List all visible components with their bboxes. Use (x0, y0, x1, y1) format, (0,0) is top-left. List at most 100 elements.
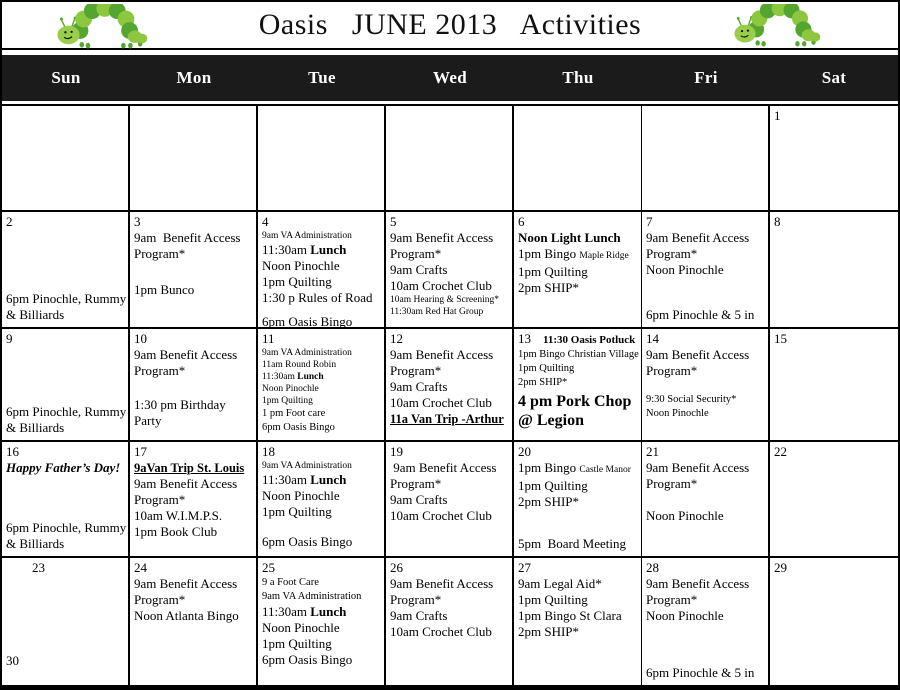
date-number: 8 (774, 214, 781, 229)
event-line: 1pm Quilting (262, 504, 383, 520)
event-text: 9am Crafts (390, 262, 448, 277)
event-line: 9am Benefit Access Program* (646, 460, 767, 492)
event-text: Noon Pinochle (262, 620, 340, 635)
date-line: 18 (258, 442, 384, 459)
event-text: 9am Crafts (390, 379, 448, 394)
event-line: 9am VA Administration (262, 230, 383, 242)
day-cell-empty (258, 106, 386, 210)
date-line: 2 (2, 212, 128, 229)
date-line: 19 (386, 442, 512, 459)
bottom-events: 6pm Pinochle & 5 in (642, 665, 768, 685)
event-line: 9 a Foot Care (262, 576, 383, 590)
day-cell-12: 12 9am Benefit Access Program* 9am Crafts 1… (386, 329, 514, 440)
event-line: 9am Benefit Access Program* (134, 230, 255, 262)
event-line: 6pm Oasis Bingo (262, 534, 383, 550)
event-text: 6pm Oasis Bingo (262, 652, 353, 667)
event-text: Noon Pinochle (262, 384, 319, 394)
event-line: 1pm Quilting (262, 274, 383, 290)
date-line: 26 (386, 558, 512, 575)
event-text: 9am Benefit Access Program* (646, 347, 753, 378)
day-cell-22: 22 (770, 442, 898, 556)
day-cell-24: 24 9am Benefit Access Program* Noon Atlant… (130, 558, 258, 685)
day-cell-19: 19 9am Benefit Access Program* 9am Crafts… (386, 442, 514, 556)
event-line: 11a Van Trip -Arthur (390, 411, 511, 427)
day-cell-20: 20 1pm Bingo Castle Manor 1pm Quilting 2pm … (514, 442, 642, 556)
event-text: 11:30am (262, 472, 311, 487)
event-line: 1pm Quilting (518, 478, 640, 494)
date-number: 24 (134, 560, 147, 575)
event-line: 1pm Bunco (134, 282, 255, 298)
date-number: 3 (134, 214, 141, 229)
date-number: 13 (518, 331, 531, 346)
date-number: 12 (390, 331, 403, 346)
event-text: 10am Hearing & Screening* (390, 295, 499, 305)
event-line: 2pm SHIP* (518, 494, 640, 510)
event-text: 1pm Bingo Christian Village (518, 349, 639, 360)
event-line: 6pm Oasis Bingo (262, 421, 383, 435)
event-line: 9am Benefit Access Program* (646, 576, 767, 608)
calendar-grid: 1 2 6pm Pinochle, Rummy & Billiards 3 9am Be… (2, 104, 898, 685)
event-line: 1pm Bingo Maple Ridge (518, 246, 640, 264)
date-line: 22 (770, 442, 898, 459)
event-list: 9am VA Administration 11:30am Lunch Noon P… (258, 459, 384, 550)
date-line: 12 (386, 329, 512, 346)
event-text: Noon Pinochle (646, 408, 709, 419)
day-cell-8: 8 (770, 212, 898, 327)
event-list: 9am Benefit Access Program* Noon Atlanta … (130, 575, 256, 624)
event-line: 1pm Bingo Castle Manor (518, 460, 640, 478)
date-number: 25 (262, 560, 275, 575)
event-line: 9am Benefit Access Program* (390, 347, 511, 379)
date-line: 10 (130, 329, 256, 346)
event-line: Noon Atlanta Bingo (134, 608, 255, 624)
day-cell-26: 26 9am Benefit Access Program* 9am Crafts 1… (386, 558, 514, 685)
event-line: Noon Pinochle (646, 608, 767, 624)
event-text: Noon Pinochle (646, 608, 724, 623)
event-text: Happy Father’s Day! (6, 460, 121, 475)
day-cell-6: 6 Noon Light Lunch 1pm Bingo Maple Ridge 1p… (514, 212, 642, 327)
day-cell-11: 11 9am VA Administration 11am Round Robin 1… (258, 329, 386, 440)
event-line: 9aVan Trip St. Louis (134, 460, 255, 476)
event-line: 9am Benefit Access Program* (390, 230, 511, 262)
weekday-thu: Thu (562, 68, 594, 87)
event-text: 9am VA Administration (262, 461, 352, 471)
date-note: 11:30 Oasis Potluck (543, 334, 636, 346)
event-text: Noon Pinochle (646, 508, 724, 523)
date-number: 15 (774, 331, 787, 346)
bottom-events: 5pm Board Meeting (514, 536, 641, 556)
event-line: 9am Benefit Access Program* (134, 476, 255, 508)
event-text: 9am Benefit Access Program* (390, 576, 497, 607)
day-cell-28: 28 9am Benefit Access Program* Noon Pinoch… (642, 558, 770, 685)
event-line: 1 pm Foot care (262, 407, 383, 421)
bottom-events: 6pm Pinochle, Rummy & Billiards (2, 404, 128, 440)
event-line: Noon Pinochle (646, 508, 767, 524)
bottom-events: 6pm Pinochle, Rummy & Billiards (2, 291, 128, 327)
event-text: 1pm Quilting (518, 264, 588, 279)
bottom-events: 6pm Pinochle, Rummy & Billiards (2, 520, 128, 556)
event-line: 6pm Pinochle, Rummy & Billiards (6, 404, 127, 436)
event-text: 1pm Quilting (518, 478, 588, 493)
event-text: Lunch (310, 472, 347, 487)
day-cell-23: 23 30 (2, 558, 130, 685)
event-text: Lunch (310, 242, 347, 257)
date-line: 27 (514, 558, 641, 575)
event-text: 1pm Bingo St Clara (518, 608, 622, 623)
event-text: 9am Benefit Access Program* (134, 230, 244, 261)
event-text: 10am Crochet Club (390, 508, 492, 523)
date-number: 29 (774, 560, 787, 575)
date-line: 1 (770, 106, 898, 123)
event-line: 9am Legal Aid* (518, 576, 640, 592)
event-text: 9am Benefit Access Program* (134, 476, 241, 507)
event-text: Lunch (310, 604, 347, 619)
event-text: 1pm Quilting (518, 592, 588, 607)
event-line: 9am Crafts (390, 379, 511, 395)
event-line: 9am Crafts (390, 608, 511, 624)
event-text: Noon Pinochle (262, 258, 340, 273)
event-text: Noon Pinochle (646, 262, 724, 277)
date-number: 22 (774, 444, 787, 459)
date-line: 23 (2, 558, 128, 575)
date-line: 4 (258, 212, 384, 229)
event-text: 9am Benefit Access Program* (646, 460, 753, 491)
date-line: 3 (130, 212, 256, 229)
event-line: 10am Crochet Club (390, 278, 511, 294)
event-text: 1pm Quilting (518, 363, 575, 374)
